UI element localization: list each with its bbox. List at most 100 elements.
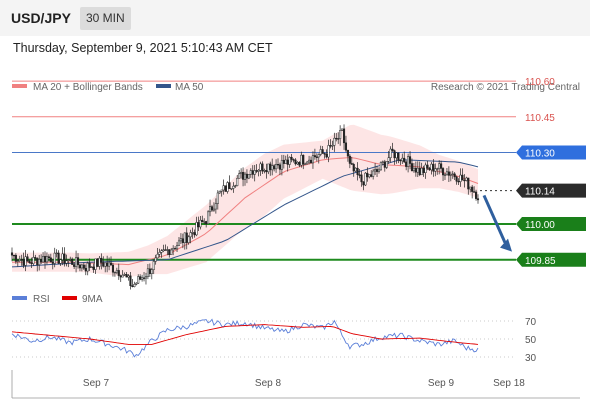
symbol-label: USD/JPY <box>11 10 71 26</box>
candle-body <box>234 185 237 187</box>
candle-body <box>84 267 87 272</box>
candle-body <box>257 169 260 172</box>
candle-body <box>294 159 297 165</box>
candle-body <box>40 259 43 263</box>
candle-body <box>393 150 396 159</box>
candle-body <box>412 167 415 172</box>
level-tag-109.85 <box>516 252 586 267</box>
legend-label-ma50: MA 50 <box>175 82 204 93</box>
candle-body <box>108 262 111 267</box>
candle-body <box>113 271 116 274</box>
candle-body <box>443 174 447 176</box>
candle-body <box>311 155 315 164</box>
candle-body <box>304 163 307 165</box>
candle-body <box>354 167 357 172</box>
candle-body <box>319 149 322 155</box>
candle-body <box>49 257 52 262</box>
candle-body <box>327 145 330 158</box>
candle-body <box>34 257 37 259</box>
candle-body <box>73 264 76 267</box>
candle-body <box>214 203 217 210</box>
level-label-110.60: 110.60 <box>525 77 555 88</box>
candle-body <box>309 159 313 164</box>
candle-body <box>141 277 144 280</box>
candle-body <box>339 130 342 140</box>
candle-body <box>242 172 245 180</box>
level-tag-110.00 <box>516 217 586 232</box>
candle-body <box>100 257 103 263</box>
candle-body <box>24 256 27 266</box>
candle-body <box>251 170 254 175</box>
candle-body <box>111 264 115 273</box>
candle-body <box>32 257 35 265</box>
candle-body <box>407 156 410 167</box>
forecast-arrow-head <box>500 238 512 252</box>
candle-body <box>342 128 346 144</box>
candle-body <box>476 198 480 201</box>
candle-body <box>284 159 287 164</box>
candle-body <box>201 219 204 223</box>
level-label-109.85: 109.85 <box>525 256 556 267</box>
candle-body <box>298 162 301 166</box>
candle-body <box>325 153 328 158</box>
candle-body <box>465 177 468 181</box>
candle-body <box>177 240 181 246</box>
candle-body <box>259 163 262 171</box>
candle-body <box>364 172 367 186</box>
candle-body <box>67 259 70 261</box>
candle-body <box>104 262 107 267</box>
timeframe-button[interactable]: 30 MIN <box>80 7 131 30</box>
candle-body <box>166 249 169 251</box>
candle-body <box>358 174 361 176</box>
candle-body <box>63 253 66 264</box>
candle-body <box>18 259 21 262</box>
level-tag-110.30 <box>516 145 586 160</box>
candle-body <box>142 277 146 279</box>
x-tick-sep-8: Sep 8 <box>255 378 282 389</box>
candle-body <box>366 172 369 178</box>
candle-body <box>391 148 394 151</box>
candle-body <box>335 137 338 140</box>
candle-body <box>224 185 227 192</box>
candle-body <box>144 276 148 279</box>
candle-body <box>172 248 175 251</box>
candle-body <box>436 168 439 170</box>
candle-body <box>422 167 425 173</box>
candle-body <box>220 189 223 192</box>
candle-body <box>323 153 326 155</box>
candle-body <box>300 154 303 166</box>
candle-body <box>139 276 142 280</box>
candle-body <box>346 149 349 157</box>
candle-body <box>350 163 353 165</box>
candle-body <box>333 137 336 146</box>
candle-body <box>117 270 120 276</box>
candle-body <box>90 266 93 268</box>
watermark-text: Research © 2021 Trading Central <box>431 82 580 93</box>
header-bar: USD/JPY 30 MIN <box>0 0 590 36</box>
candle-body <box>434 168 437 172</box>
candle-body <box>315 156 318 158</box>
rsi-9ma-line <box>11 324 479 345</box>
candle-body <box>36 258 39 266</box>
candle-body <box>420 167 423 176</box>
candle-body <box>296 162 299 165</box>
candle-body <box>370 174 373 177</box>
candle-body <box>362 181 365 186</box>
candle-body <box>43 256 47 263</box>
candle-body <box>424 164 427 173</box>
candle-body <box>158 252 161 255</box>
candle-body <box>175 245 179 250</box>
candle-body <box>55 252 58 255</box>
candle-body <box>226 182 229 192</box>
candle-body <box>331 145 334 147</box>
rsi-tick-50: 50 <box>525 335 537 346</box>
candle-body <box>269 163 272 171</box>
candle-body <box>432 163 435 172</box>
candle-body <box>20 259 23 261</box>
candle-body <box>243 173 247 180</box>
candle-body <box>199 219 202 228</box>
candle-body <box>189 232 192 238</box>
candle-body <box>267 163 270 173</box>
candle-body <box>216 192 219 204</box>
